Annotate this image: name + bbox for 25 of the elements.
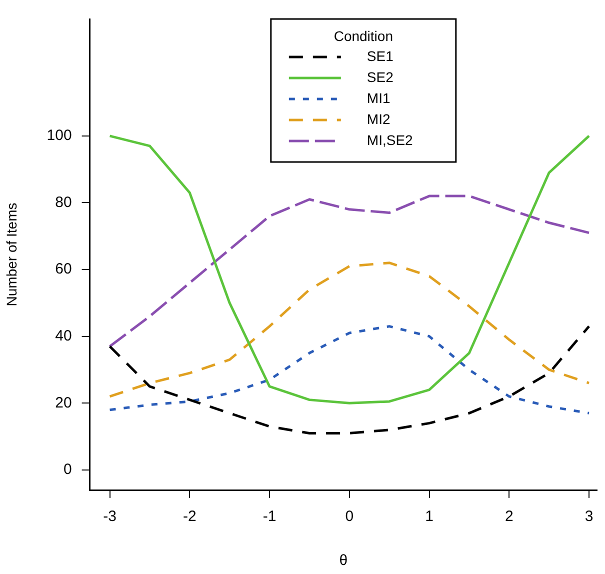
- x-tick-label: -3: [103, 508, 116, 526]
- x-tick-label: 0: [345, 508, 354, 526]
- legend-label: MI1: [366, 90, 390, 106]
- x-tick-label: -1: [262, 508, 276, 526]
- x-tick-label: 3: [584, 508, 594, 526]
- line-series: [108, 194, 590, 348]
- y-tick-label: 0: [63, 461, 72, 478]
- y-tick-label: 100: [46, 127, 72, 144]
- line-series: [108, 262, 590, 398]
- y-tick-label: 80: [55, 194, 72, 211]
- x-tick-label: -2: [182, 508, 196, 526]
- line-series: [108, 325, 590, 434]
- legend-label: SE1: [366, 48, 394, 64]
- line-series: [108, 325, 590, 414]
- legend-title: Condition: [334, 28, 393, 44]
- x-tick-label: 1: [425, 508, 434, 526]
- legend-label: MI,SE2: [366, 132, 414, 148]
- y-tick-label: 40: [55, 327, 72, 344]
- y-tick-label: 60: [55, 260, 72, 278]
- x-tick-label: 2: [504, 508, 514, 526]
- legend-label: SE2: [366, 68, 394, 85]
- legend-label: MI2: [366, 110, 390, 127]
- y-axis-title: Number of Items: [3, 202, 20, 306]
- x-axis-title: θ: [339, 552, 348, 570]
- y-tick-label: 20: [55, 394, 72, 412]
